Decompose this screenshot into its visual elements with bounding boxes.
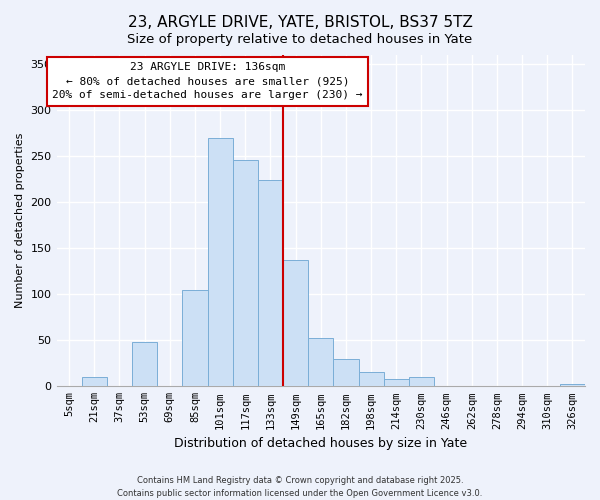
X-axis label: Distribution of detached houses by size in Yate: Distribution of detached houses by size … bbox=[174, 437, 467, 450]
Bar bbox=[560, 384, 585, 386]
Bar bbox=[132, 342, 157, 386]
Bar bbox=[82, 377, 107, 386]
Bar bbox=[308, 338, 334, 386]
Bar bbox=[383, 379, 409, 386]
Bar bbox=[359, 372, 383, 386]
Text: 23 ARGYLE DRIVE: 136sqm
← 80% of detached houses are smaller (925)
20% of semi-d: 23 ARGYLE DRIVE: 136sqm ← 80% of detache… bbox=[52, 62, 363, 100]
Bar bbox=[283, 260, 308, 386]
Text: Contains HM Land Registry data © Crown copyright and database right 2025.
Contai: Contains HM Land Registry data © Crown c… bbox=[118, 476, 482, 498]
Bar bbox=[208, 138, 233, 386]
Bar bbox=[233, 160, 258, 386]
Y-axis label: Number of detached properties: Number of detached properties bbox=[15, 133, 25, 308]
Bar bbox=[182, 290, 208, 386]
Bar bbox=[258, 180, 283, 386]
Bar bbox=[334, 358, 359, 386]
Text: 23, ARGYLE DRIVE, YATE, BRISTOL, BS37 5TZ: 23, ARGYLE DRIVE, YATE, BRISTOL, BS37 5T… bbox=[128, 15, 472, 30]
Bar bbox=[409, 377, 434, 386]
Text: Size of property relative to detached houses in Yate: Size of property relative to detached ho… bbox=[127, 32, 473, 46]
